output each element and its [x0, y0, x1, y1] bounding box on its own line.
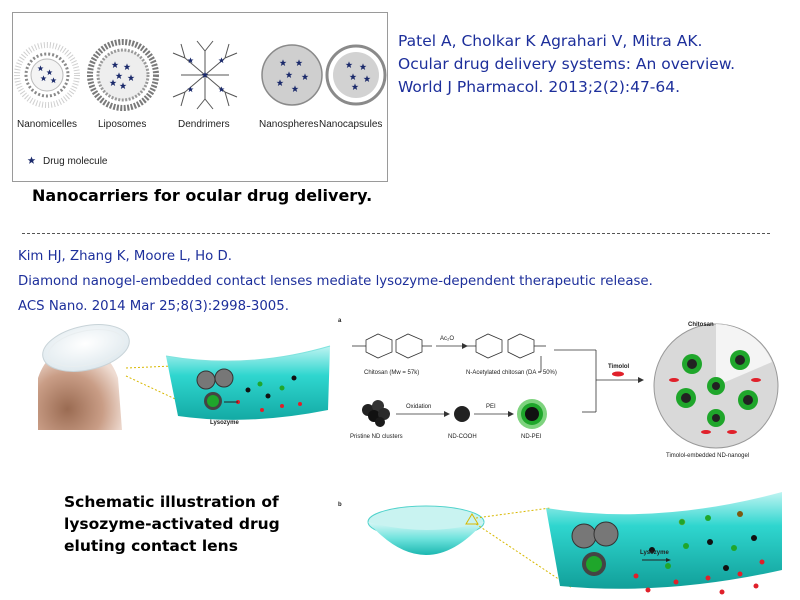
- timolol-molecule: [612, 371, 624, 377]
- nanocapsule-shape: [325, 44, 387, 106]
- nd-cooh-label: ND-COOH: [448, 434, 477, 440]
- reference-patel: Patel A, Cholkar K Agrahari V, Mitra AK.…: [398, 30, 798, 99]
- liposome-shape: [87, 39, 159, 111]
- timolol-label: Timolol: [608, 364, 630, 370]
- reference-line: Diamond nanogel-embedded contact lenses …: [18, 274, 653, 289]
- reference-line: Ocular drug delivery systems: An overvie…: [398, 55, 735, 73]
- contact-lens-figure: Lysozyme: [38, 324, 331, 430]
- panel-a-label: a: [338, 318, 342, 324]
- chitosan-shell-label: Chitosan: [688, 322, 714, 328]
- chitosan-structure: [352, 333, 432, 359]
- nanogel-synthesis-scheme: a Chitosan (Mw = 57k) Ac₂O N-Acetylated …: [338, 318, 779, 459]
- label-liposomes: Liposomes: [98, 119, 146, 130]
- pristine-label: Pristine ND clusters: [350, 434, 403, 440]
- nanosphere-shape: [261, 44, 323, 106]
- drug-release-figure: b Lysozyme: [338, 492, 782, 595]
- nd-pei-particle: [517, 399, 547, 429]
- caption-nanocarriers: Nanocarriers for ocular drug delivery.: [32, 186, 373, 205]
- caption-contact-lens: Schematic illustration of lysozyme-activ…: [64, 491, 280, 557]
- lens-wedge-release: [546, 492, 782, 595]
- reagent-ac2o: Ac₂O: [440, 336, 454, 342]
- fingertip-photo: [38, 324, 130, 430]
- acetylated-chitosan-structure: [464, 333, 546, 372]
- caption-line: eluting contact lens: [64, 537, 238, 555]
- reference-line: Patel A, Cholkar K Agrahari V, Mitra AK.: [398, 32, 703, 50]
- pei-label: PEI: [486, 404, 496, 410]
- caption-line: Schematic illustration of: [64, 493, 279, 511]
- nanomicelle-shape: [14, 42, 80, 108]
- label-nanomicelles: Nanomicelles: [17, 119, 77, 130]
- nd-pei-label: ND-PEI: [521, 434, 542, 440]
- nanogel-sphere: [653, 323, 779, 449]
- acetylated-chitosan-label: N-Acetylated chitosan (DA = 50%): [466, 370, 557, 376]
- section-divider: [22, 233, 770, 234]
- nanogel-label: Timolol-embedded ND-nanogel: [666, 453, 749, 459]
- label-nanocapsules: Nanocapsules: [319, 119, 382, 130]
- reference-line: Kim HJ, Zhang K, Moore L, Ho D.: [18, 249, 232, 264]
- nanocarrier-illustration: Nanomicelles Liposomes Dendrimers Nanosp…: [14, 39, 387, 167]
- reference-line: ACS Nano. 2014 Mar 25;8(3):2998-3005.: [18, 299, 289, 314]
- contact-lens-bowl: [367, 505, 485, 555]
- caption-line: lysozyme-activated drug: [64, 515, 280, 533]
- nanocarrier-figure: Nanomicelles Liposomes Dendrimers Nanosp…: [12, 12, 388, 182]
- label-nanospheres: Nanospheres: [259, 119, 318, 130]
- lysozyme-label-b: Lysozyme: [640, 550, 669, 556]
- label-dendrimers: Dendrimers: [178, 119, 230, 130]
- lysozyme-label: Lysozyme: [210, 420, 239, 426]
- reference-line: World J Pharmacol. 2013;2(2):47-64.: [398, 78, 681, 96]
- pristine-nd-cluster: [362, 400, 390, 427]
- lens-wedge: [165, 345, 331, 420]
- panel-b-label: b: [338, 502, 342, 508]
- oxidation-label: Oxidation: [406, 404, 431, 410]
- chitosan-label: Chitosan (Mw = 57k): [364, 370, 419, 376]
- drug-molecule-icon: [27, 156, 36, 164]
- legend-drug-molecule: Drug molecule: [43, 156, 108, 167]
- nd-cooh-particle: [454, 406, 470, 422]
- reference-kim: Kim HJ, Zhang K, Moore L, Ho D. Diamond …: [18, 244, 653, 319]
